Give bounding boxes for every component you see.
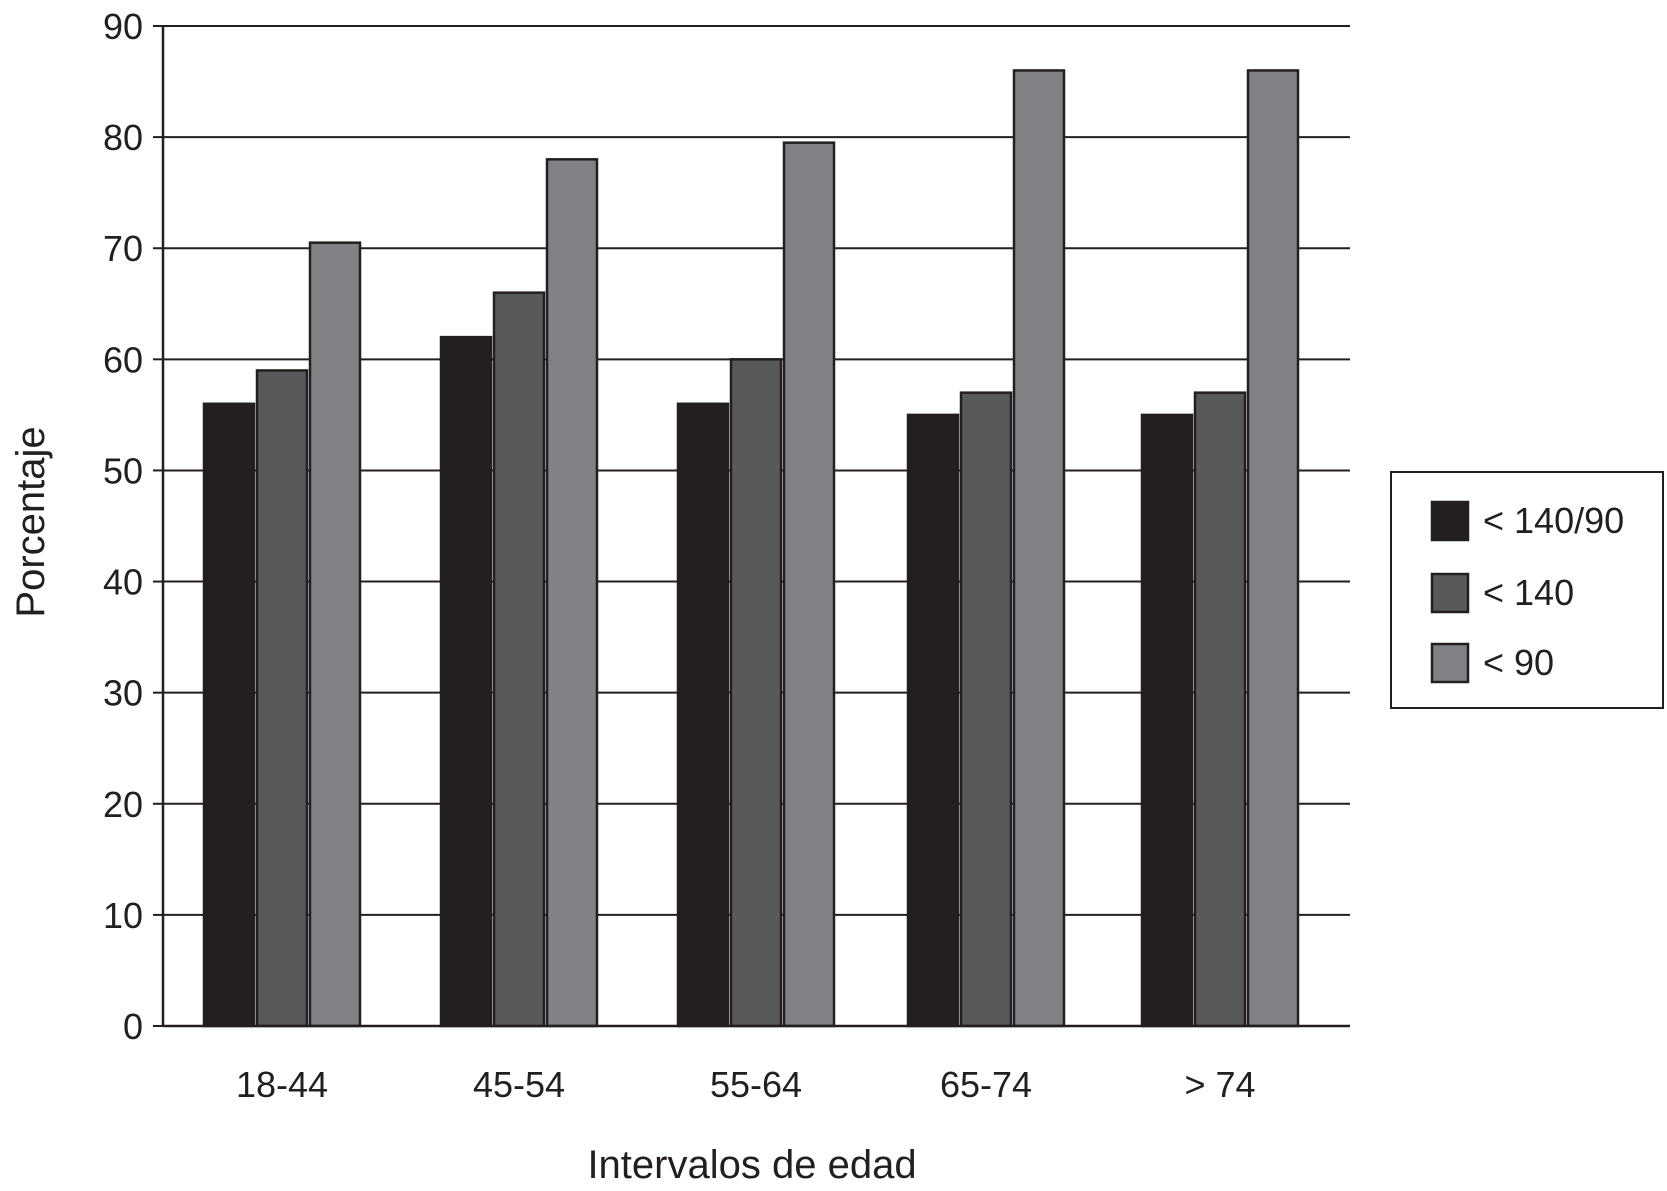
x-tick-label: 18-44 — [236, 1064, 328, 1105]
bar-3-1 — [308, 241, 362, 1028]
bar-1-2 — [439, 335, 493, 1028]
bar-2-5 — [1193, 391, 1247, 1028]
legend-swatch-2 — [1430, 572, 1470, 614]
x-tick-label: > 74 — [1184, 1064, 1255, 1105]
legend-label-2: < 140 — [1483, 572, 1574, 613]
x-tick-label: 45-54 — [473, 1064, 565, 1105]
bar-1-1 — [202, 402, 256, 1028]
y-tick-label: 50 — [103, 450, 143, 491]
y-tick-label: 80 — [103, 117, 143, 158]
x-tick-label: 55-64 — [710, 1064, 802, 1105]
y-axis-title: Porcentaje — [9, 426, 53, 617]
legend: < 140/90 < 140 < 90 — [1390, 471, 1664, 709]
bar-2-2 — [492, 291, 546, 1028]
bar-1-5 — [1140, 413, 1194, 1028]
y-tick-label: 10 — [103, 895, 143, 936]
bar-3-4 — [1012, 69, 1066, 1028]
y-tick-label: 90 — [103, 6, 143, 47]
x-axis-title: Intervalos de edad — [587, 1143, 916, 1187]
legend-label-3: < 90 — [1483, 642, 1554, 683]
y-tick-labels: 0 10 20 30 40 50 60 70 80 90 — [103, 6, 163, 1047]
bars — [202, 69, 1300, 1028]
bar-3-5 — [1246, 69, 1300, 1028]
y-tick-label: 30 — [103, 673, 143, 714]
bar-1-3 — [676, 402, 730, 1028]
x-tick-labels: 18-44 45-54 55-64 65-74 > 74 — [236, 1064, 1256, 1105]
y-tick-label: 20 — [103, 784, 143, 825]
bar-2-1 — [255, 369, 309, 1028]
legend-swatch-3 — [1430, 642, 1470, 684]
legend-label-1: < 140/90 — [1483, 500, 1624, 541]
y-tick-label: 0 — [123, 1006, 143, 1047]
bar-2-3 — [729, 358, 783, 1028]
y-tick-label: 60 — [103, 339, 143, 380]
legend-swatch-1 — [1430, 500, 1470, 542]
axes — [161, 26, 1350, 1028]
y-tick-label: 70 — [103, 228, 143, 269]
bar-2-4 — [959, 391, 1013, 1028]
bar-3-2 — [545, 158, 599, 1028]
x-tick-label: 65-74 — [940, 1064, 1032, 1105]
bar-3-3 — [782, 141, 836, 1028]
bar-1-4 — [906, 413, 960, 1028]
y-tick-label: 40 — [103, 562, 143, 603]
